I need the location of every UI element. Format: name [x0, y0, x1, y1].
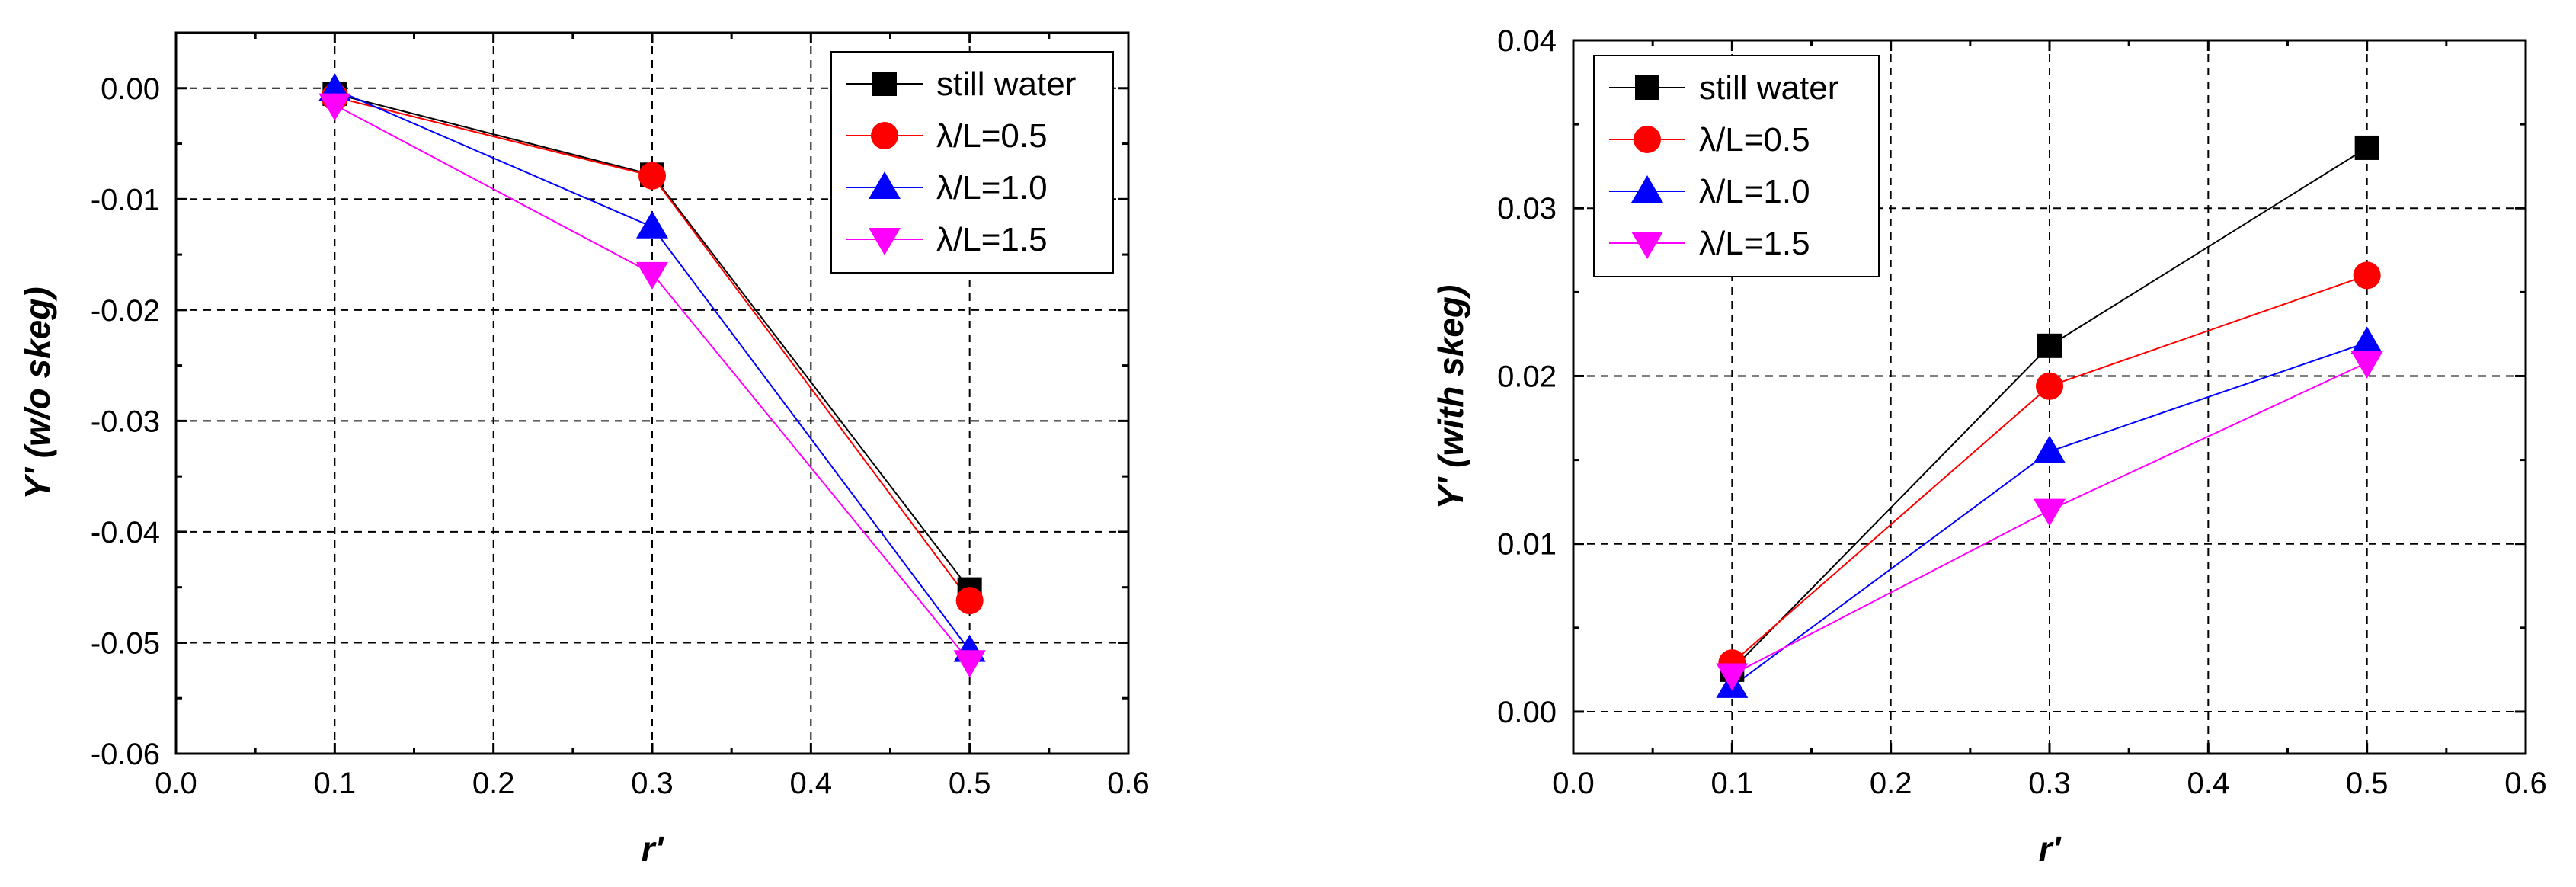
data-point [318, 93, 351, 121]
y-tick-label: 0.04 [1497, 24, 1557, 58]
y-tick-label: 0.03 [1497, 192, 1557, 226]
y-tick-label: 0.01 [1497, 528, 1557, 562]
data-point [2350, 326, 2383, 354]
y-tick-label: -0.05 [91, 626, 160, 660]
x-tick-label: 0.2 [1870, 767, 1912, 800]
legend-label: still water [936, 66, 1076, 103]
legend-label: λ/L=1.5 [1699, 225, 1810, 262]
x-tick-label: 0.5 [949, 767, 991, 800]
y-tick-label: -0.02 [91, 294, 160, 328]
legend-marker [869, 228, 901, 255]
x-tick-label: 0.1 [314, 767, 357, 800]
x-tick-label: 0.4 [790, 767, 833, 800]
legend-marker [1634, 126, 1661, 153]
data-point [2037, 333, 2062, 358]
y-tick-label: 0.02 [1497, 360, 1557, 393]
x-tick-label: 0.1 [1711, 767, 1754, 800]
x-tick-label: 0.3 [2028, 767, 2071, 800]
data-point [955, 587, 984, 615]
x-axis-title: r' [2039, 829, 2062, 869]
legend-marker [1631, 175, 1663, 203]
legend-marker [871, 122, 898, 149]
legend: still water λ/L=0.5 λ/L=1.0 λ/L=1.5 [830, 51, 1114, 274]
legend-label: λ/L=1.0 [936, 169, 1048, 207]
data-point [2034, 435, 2066, 463]
y-axis-title: Y' (with skeg) [1431, 285, 1470, 510]
legend-label: λ/L=1.0 [1699, 173, 1810, 210]
data-point [636, 210, 668, 239]
data-point [953, 650, 986, 678]
y-tick-label: 0.00 [1497, 696, 1557, 729]
data-point [636, 261, 668, 290]
legend-label: still water [1699, 69, 1838, 107]
x-axis-title: r' [642, 829, 665, 869]
data-point [2353, 261, 2381, 290]
y-tick-label: -0.04 [91, 516, 160, 549]
data-point [2034, 498, 2066, 527]
data-point [2036, 372, 2063, 400]
data-point [2354, 135, 2379, 160]
x-tick-label: 0.2 [472, 767, 515, 800]
x-tick-label: 0.4 [2187, 767, 2230, 800]
data-point [1716, 663, 1749, 691]
x-tick-label: 0.6 [2504, 767, 2547, 800]
legend-marker [872, 72, 897, 96]
y-tick-label: -0.01 [91, 183, 160, 216]
x-tick-label: 0.3 [631, 767, 674, 800]
y-axis-title: Y' (w/o skeg) [18, 287, 57, 499]
legend-marker [1631, 232, 1663, 259]
y-tick-label: -0.03 [91, 405, 160, 438]
x-tick-label: 0.6 [1107, 767, 1150, 800]
data-point [638, 162, 666, 190]
x-tick-label: 0.0 [155, 767, 197, 800]
legend-label: λ/L=0.5 [936, 117, 1048, 155]
legend: still water λ/L=0.5 λ/L=1.0 λ/L=1.5 [1593, 55, 1880, 277]
x-tick-label: 0.5 [2346, 767, 2389, 800]
y-tick-label: 0.00 [101, 72, 160, 106]
chart-panel-2: 0.0 0.1 0.2 0.3 0.4 0.5 0.6 0.00 0.01 0.02 0.03 0.0… [1431, 24, 2547, 869]
legend-label: λ/L=1.5 [936, 221, 1048, 258]
x-tick-label: 0.0 [1552, 767, 1595, 800]
legend-marker [869, 171, 901, 199]
data-point [2350, 351, 2383, 379]
chart-panel-1: 0.0 0.1 0.2 0.3 0.4 0.5 0.6 0.00 -0.01 -0.02 -0.03… [18, 31, 1150, 869]
legend-marker [1635, 75, 1659, 100]
y-tick-label: -0.06 [91, 738, 160, 771]
legend-label: λ/L=0.5 [1699, 121, 1810, 159]
